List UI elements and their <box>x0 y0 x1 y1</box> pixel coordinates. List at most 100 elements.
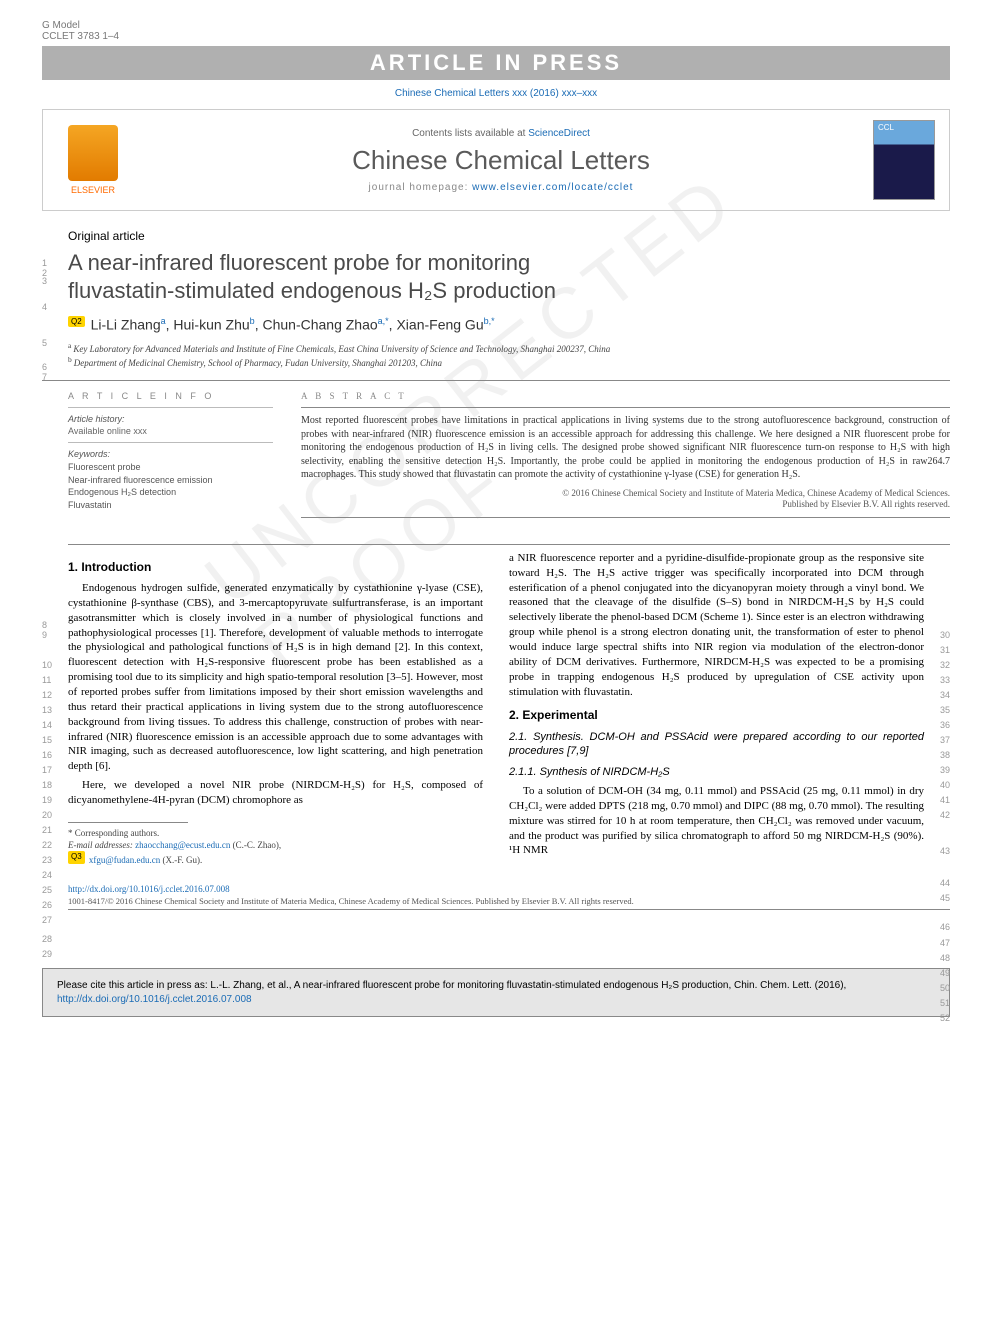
line-number: 51 <box>932 998 950 1008</box>
journal-header: ELSEVIER Contents lists available at Sci… <box>42 109 950 211</box>
line-number: 21 <box>42 825 60 835</box>
article-title: A near-infrared fluorescent probe for mo… <box>68 249 950 304</box>
doi-link[interactable]: http://dx.doi.org/10.1016/j.cclet.2016.0… <box>68 884 230 894</box>
line-number: 13 <box>42 705 60 715</box>
subsubsection-heading: 2.1.1. Synthesis of NIRDCM-H₂S <box>509 765 924 780</box>
keyword: Fluorescent probe <box>68 461 273 474</box>
line-number: 67 <box>42 362 60 382</box>
abstract-block: A B S T R A C T Most reported fluorescen… <box>301 391 950 524</box>
line-number: 19 <box>42 795 60 805</box>
line-number: 14 <box>42 720 60 730</box>
keyword: Fluvastatin <box>68 499 273 512</box>
line-number: 15 <box>42 735 60 745</box>
section-heading: 1. Introduction <box>68 559 483 575</box>
line-number: 35 <box>932 705 950 715</box>
divider <box>42 380 950 381</box>
g-model-label: G Model <box>42 20 119 31</box>
author: Xian-Feng Gu <box>396 317 483 333</box>
journal-cover-thumbnail <box>873 120 935 200</box>
line-number: 17 <box>42 765 60 775</box>
line-number: 29 <box>42 949 60 959</box>
authors-line: Q2 Li-Li Zhanga, Hui-kun Zhub, Chun-Chan… <box>68 316 950 333</box>
body-paragraph: a NIR fluorescence reporter and a pyridi… <box>509 551 924 699</box>
line-number: 50 <box>932 983 950 993</box>
line-number: 31 <box>932 645 950 655</box>
email-link[interactable]: zhaocchang@ecust.edu.cn <box>135 840 230 850</box>
line-number: 22 <box>42 840 60 850</box>
divider <box>68 909 950 910</box>
line-number: 42 <box>932 810 950 820</box>
journal-title: Chinese Chemical Letters <box>129 145 873 176</box>
line-number: 47 <box>932 938 950 948</box>
line-number: 36 <box>932 720 950 730</box>
line-number: 10 <box>42 660 60 670</box>
line-number: 12 <box>42 258 60 278</box>
author: Li-Li Zhang <box>91 317 161 333</box>
line-number: 41 <box>932 795 950 805</box>
abstract-heading: A B S T R A C T <box>301 391 950 401</box>
sciencedirect-link[interactable]: ScienceDirect <box>528 128 590 139</box>
email-link[interactable]: xfgu@fudan.edu.cn <box>89 855 160 865</box>
line-number: 43 <box>932 846 950 856</box>
section-heading: 2. Experimental <box>509 707 924 723</box>
body-text: 1. Introduction Endogenous hydrogen sulf… <box>68 551 924 866</box>
line-number: 48 <box>932 953 950 963</box>
query-badge: Q3 <box>68 851 85 864</box>
journal-homepage: journal homepage: www.elsevier.com/locat… <box>129 182 873 193</box>
history-label: Article history: <box>68 414 273 424</box>
line-number: 4 <box>42 302 60 312</box>
line-number: 16 <box>42 750 60 760</box>
line-number: 46 <box>932 922 950 932</box>
article-in-press-banner: ARTICLE IN PRESS <box>42 46 950 80</box>
divider <box>68 544 950 545</box>
keyword: Near-infrared fluorescence emission <box>68 474 273 487</box>
line-number: 44 <box>932 878 950 888</box>
line-number: 26 <box>42 900 60 910</box>
line-number: 20 <box>42 810 60 820</box>
line-number: 40 <box>932 780 950 790</box>
line-number: 89 <box>42 620 60 640</box>
line-number: 28 <box>42 934 60 944</box>
line-number: 30 <box>932 630 950 640</box>
homepage-link[interactable]: www.elsevier.com/locate/cclet <box>472 182 633 193</box>
article-ref-code: CCLET 3783 1–4 <box>42 31 119 42</box>
line-number: 39 <box>932 765 950 775</box>
keyword: Endogenous H₂S detection <box>68 486 273 499</box>
issn-copyright: 1001-8417/© 2016 Chinese Chemical Societ… <box>68 896 950 906</box>
email-addresses: E-mail addresses: zhaocchang@ecust.edu.c… <box>68 839 483 866</box>
article-info-sidebar: A R T I C L E I N F O Article history: A… <box>68 391 273 524</box>
keywords-label: Keywords: <box>68 449 273 459</box>
elsevier-label: ELSEVIER <box>71 185 115 195</box>
citation-box: Please cite this article in press as: L.… <box>42 968 950 1017</box>
citebox-doi-link[interactable]: http://dx.doi.org/10.1016/j.cclet.2016.0… <box>57 994 252 1005</box>
author: Chun-Chang Zhao <box>262 317 377 333</box>
line-number: 27 <box>42 915 60 925</box>
line-number: 12 <box>42 690 60 700</box>
line-number: 33 <box>932 675 950 685</box>
article-type: Original article <box>68 229 950 243</box>
line-number: 23 <box>42 855 60 865</box>
line-number: 37 <box>932 735 950 745</box>
abstract-text: Most reported fluorescent probes have li… <box>301 414 950 482</box>
line-number: 45 <box>932 893 950 903</box>
body-paragraph: Here, we developed a novel NIR probe (NI… <box>68 778 483 808</box>
article-info-heading: A R T I C L E I N F O <box>68 391 273 401</box>
author: Hui-kun Zhu <box>173 317 249 333</box>
top-meta: G Model CCLET 3783 1–4 <box>42 20 950 42</box>
journal-citation: Chinese Chemical Letters xxx (2016) xxx–… <box>42 88 950 99</box>
line-number: 3 <box>42 276 60 286</box>
line-number: 52 <box>932 1013 950 1023</box>
journal-citation-link[interactable]: Chinese Chemical Letters xxx (2016) xxx–… <box>395 88 597 99</box>
body-paragraph: To a solution of DCM-OH (34 mg, 0.11 mmo… <box>509 784 924 858</box>
line-number: 34 <box>932 690 950 700</box>
line-number: 24 <box>42 870 60 880</box>
line-number: 38 <box>932 750 950 760</box>
query-badge: Q2 <box>68 316 85 327</box>
subsection-heading: 2.1. Synthesis. DCM-OH and PSSAcid were … <box>509 730 924 760</box>
elsevier-tree-icon <box>68 125 118 181</box>
line-number: 5 <box>42 338 60 348</box>
contents-available: Contents lists available at ScienceDirec… <box>129 128 873 139</box>
body-paragraph: Endogenous hydrogen sulfide, generated e… <box>68 581 483 774</box>
elsevier-logo: ELSEVIER <box>57 120 129 200</box>
line-number: 18 <box>42 780 60 790</box>
